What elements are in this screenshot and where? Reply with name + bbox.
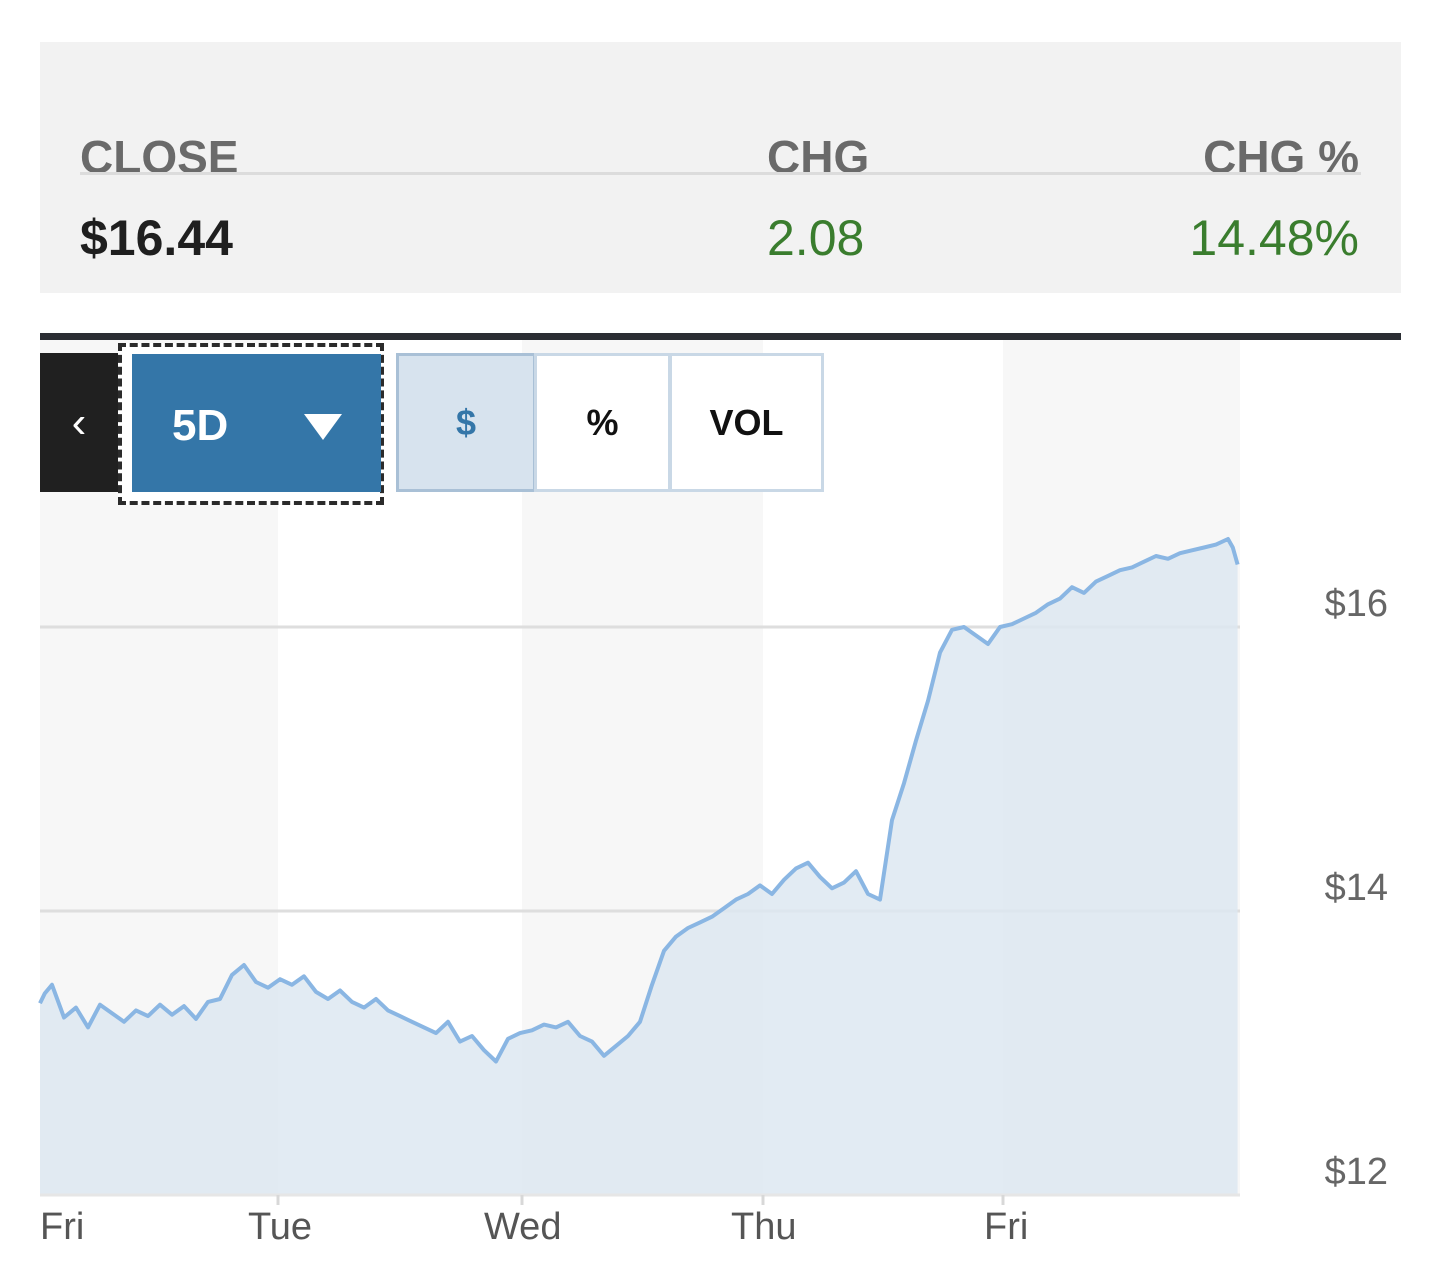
chart-top-border <box>40 333 1401 340</box>
chg-value: 2.08 <box>767 210 865 266</box>
chevron-left-icon: ‹ <box>71 397 87 447</box>
summary-divider <box>80 172 1361 175</box>
x-tick-label: Thu <box>731 1206 797 1248</box>
toggle-dollar-button[interactable]: $ <box>396 353 536 492</box>
x-tick-label: Tue <box>248 1206 313 1248</box>
chg-percent-value: 14.48% <box>1189 210 1359 266</box>
y-tick-label: $14 <box>1324 867 1388 909</box>
x-tick-label: Wed <box>484 1206 562 1248</box>
x-tick-label: Fri <box>40 1206 85 1248</box>
toggle-percent-button[interactable]: % <box>534 353 671 492</box>
price-area <box>40 539 1238 1195</box>
triangle-down-icon <box>304 414 342 440</box>
toggle-volume-button[interactable]: VOL <box>669 353 824 492</box>
quote-summary: CLOSE CHG CHG % $16.44 2.08 14.48% <box>40 42 1401 293</box>
back-button[interactable]: ‹ <box>40 353 118 492</box>
price-line <box>38 537 1240 1064</box>
range-select-button[interactable]: 5D <box>132 354 381 492</box>
y-tick-label: $16 <box>1324 583 1388 625</box>
x-tick-label: Fri <box>984 1206 1029 1248</box>
y-tick-label: $12 <box>1324 1151 1388 1193</box>
range-label: 5D <box>172 401 229 450</box>
close-value: $16.44 <box>80 210 233 266</box>
